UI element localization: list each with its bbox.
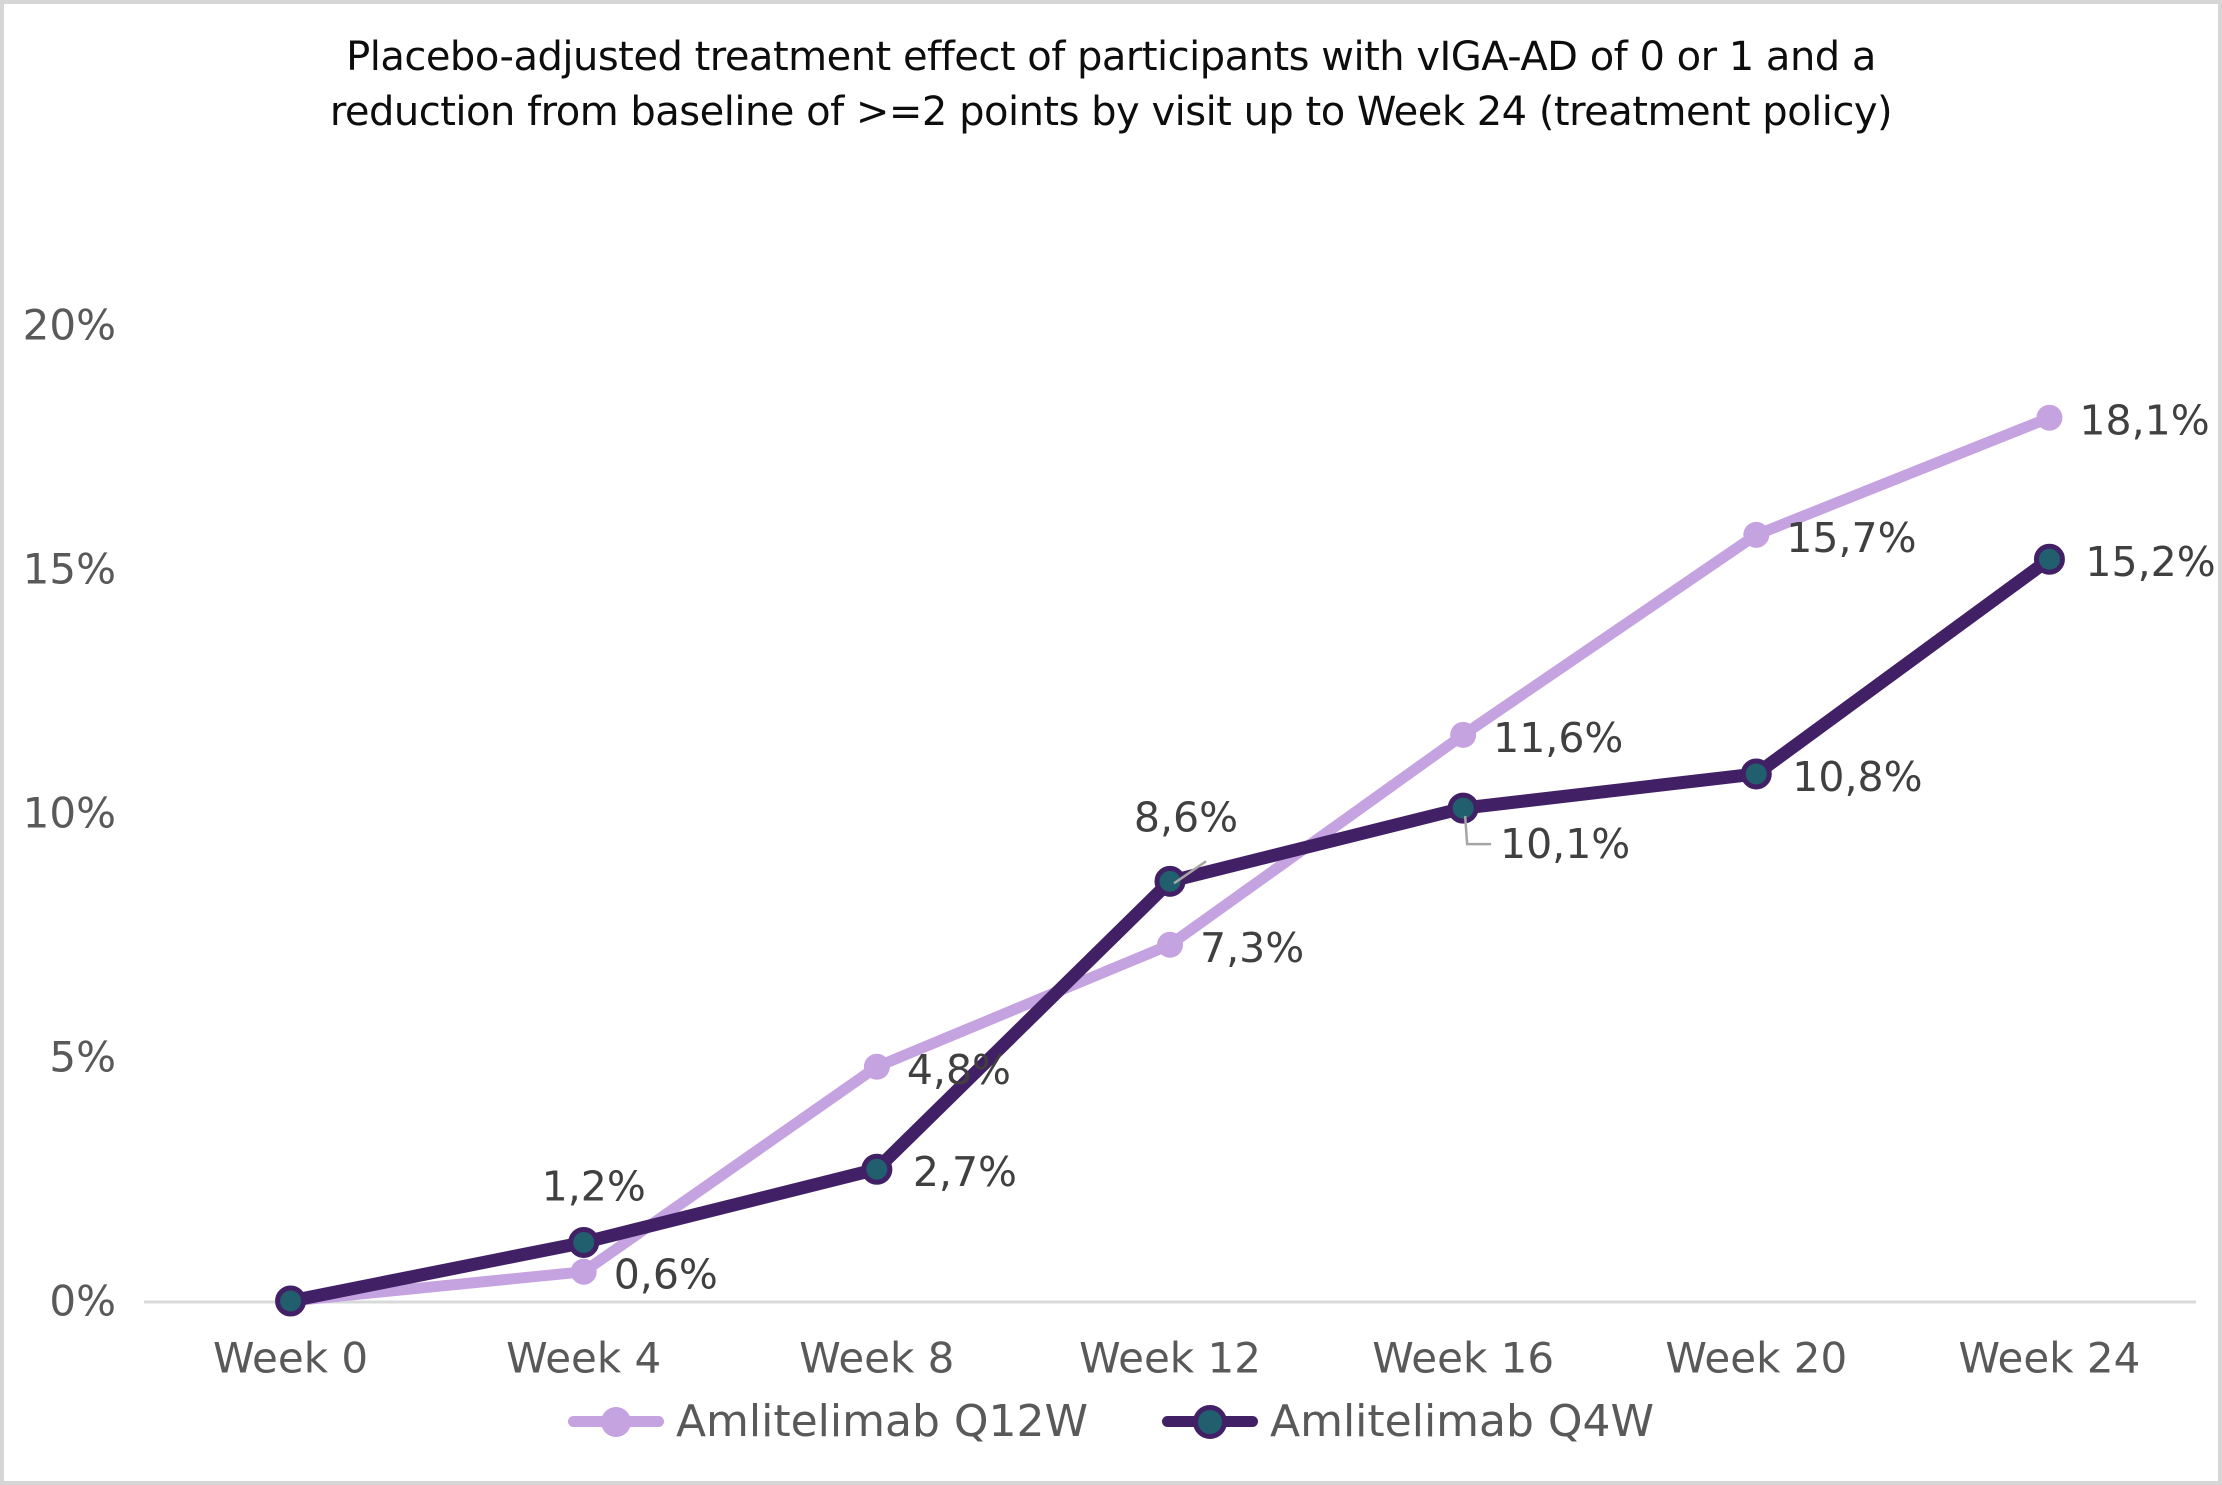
chart-title-line-1: Placebo-adjusted treatment effect of par…	[346, 34, 1876, 80]
x-axis-label: Week 24	[1958, 1334, 2140, 1383]
y-axis-label: 0%	[49, 1277, 116, 1326]
data-point-marker-amlitelimab-q4w	[861, 1153, 893, 1185]
data-label: 8,6%	[1134, 793, 1238, 841]
legend-label-q12w: Amlitelimab Q12W	[675, 1396, 1088, 1447]
y-axis-label: 15%	[23, 545, 116, 594]
data-point-marker-amlitelimab-q4w	[1447, 792, 1479, 824]
x-axis-label: Week 16	[1372, 1334, 1554, 1383]
x-axis-label: Week 20	[1665, 1334, 1847, 1383]
data-label: 7,3%	[1200, 924, 1304, 972]
chart-legend: Amlitelimab Q12W Amlitelimab Q4W	[4, 1396, 2218, 1447]
chart-title-line-2: reduction from baseline of >=2 points by…	[329, 89, 1893, 135]
data-point-marker-amlitelimab-q4w	[1740, 758, 1772, 790]
data-point-marker-amlitelimab-q12w	[2036, 404, 2063, 431]
data-label: 0,6%	[614, 1251, 718, 1299]
data-label: 2,7%	[913, 1148, 1017, 1196]
chart-title: Placebo-adjusted treatment effect of par…	[4, 30, 2218, 140]
data-point-marker-amlitelimab-q12w	[1157, 931, 1183, 958]
data-point-marker-amlitelimab-q4w	[275, 1285, 307, 1317]
data-point-marker-amlitelimab-q12w	[1743, 521, 1770, 548]
y-axis-label: 5%	[49, 1033, 116, 1082]
legend-item-amlitelimab-q4w: Amlitelimab Q4W	[1162, 1396, 1654, 1447]
x-axis-label: Week 8	[799, 1334, 954, 1383]
legend-line-marker-q4w-icon	[1162, 1404, 1258, 1439]
data-point-marker-amlitelimab-q12w	[863, 1053, 890, 1080]
data-label: 15,7%	[1786, 514, 1916, 562]
data-point-marker-amlitelimab-q12w	[1450, 721, 1477, 748]
data-label: 1,2%	[542, 1162, 646, 1210]
data-label: 11,6%	[1493, 714, 1623, 762]
y-axis-label: 10%	[23, 789, 116, 838]
circle-marker-icon	[1193, 1404, 1227, 1439]
data-label: 15,2%	[2085, 538, 2215, 586]
x-axis-label: Week 12	[1079, 1334, 1261, 1383]
legend-line-marker-q12w-icon	[567, 1406, 664, 1437]
x-axis-label: Week 4	[506, 1334, 661, 1383]
data-label-leader-line	[1463, 816, 1492, 846]
legend-label-q4w: Amlitelimab Q4W	[1270, 1396, 1655, 1447]
y-axis-label: 20%	[23, 301, 116, 350]
data-point-marker-amlitelimab-q4w	[1154, 865, 1186, 897]
legend-item-amlitelimab-q12w: Amlitelimab Q12W	[567, 1396, 1088, 1447]
data-label: 4,8%	[907, 1046, 1011, 1094]
data-point-marker-amlitelimab-q4w	[2033, 543, 2065, 575]
data-label: 18,1%	[2079, 397, 2209, 445]
data-label: 10,8%	[1792, 753, 1922, 801]
line-chart-plot-area: 0% 5% 10% 15% 20% Week 0 Week 4 Week 8 Week 12 We…	[23, 301, 2216, 1383]
data-point-marker-amlitelimab-q12w	[570, 1258, 597, 1285]
circle-marker-icon	[600, 1406, 631, 1437]
data-point-marker-amlitelimab-q4w	[568, 1226, 600, 1258]
data-label-leader-line	[1173, 860, 1207, 885]
x-axis-label: Week 0	[213, 1334, 368, 1383]
data-label: 10,1%	[1500, 820, 1630, 868]
